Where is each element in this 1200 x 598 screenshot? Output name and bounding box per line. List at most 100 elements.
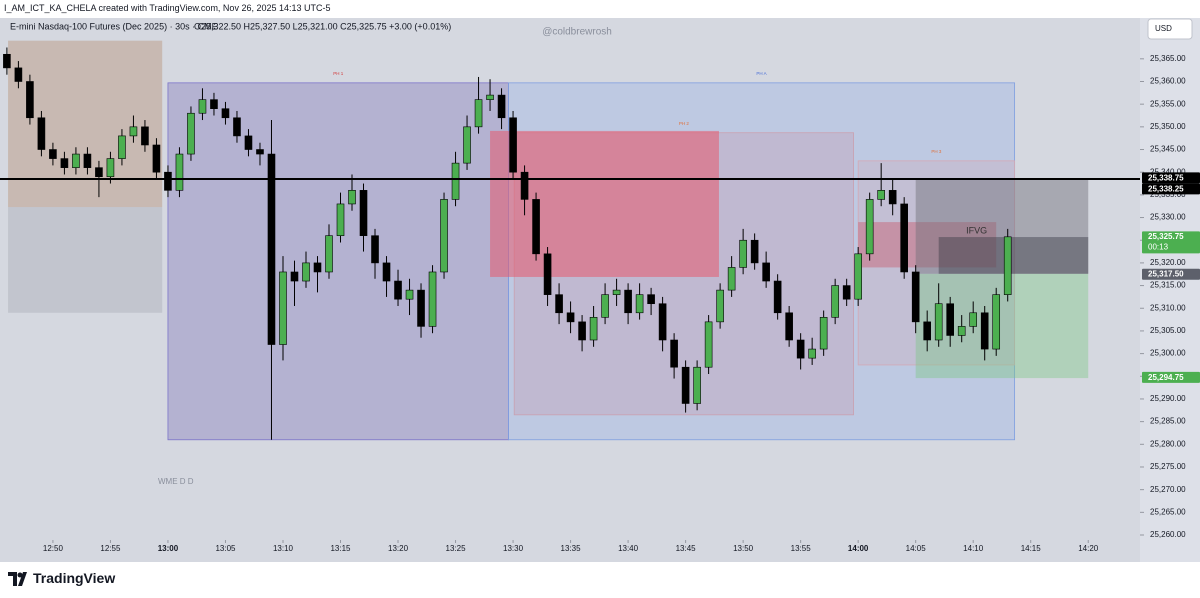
y-tick-label: 25,270.00 [1150,485,1186,494]
x-tick-label: 13:05 [215,544,236,553]
candle-body [785,312,793,341]
candle-body [394,280,402,300]
candle-body [256,149,264,155]
watermark: @coldbrewrosh [542,27,612,38]
price-label: 25,317.50 [1148,270,1184,279]
zone [915,179,1089,274]
candle-body [704,321,713,368]
x-tick-label: 14:15 [1021,544,1042,553]
zone-label: PH 1 [333,71,344,76]
y-tick-label: 25,365.00 [1150,54,1186,63]
zone [490,130,719,277]
candle-body [727,267,736,291]
candle-body [589,317,598,341]
candle-body [95,167,103,178]
candle-body [290,271,299,282]
y-tick-label: 25,315.00 [1150,281,1186,290]
candle-body [854,253,862,300]
price-label-box [1142,231,1200,254]
candle-body [474,99,483,128]
price-axis-background [1140,18,1200,562]
candle-body [198,99,207,114]
overlay: 25,260.00 25,265.00 25,270.00 25,275.00 25,2… [0,54,1200,553]
x-tick-label: 13:25 [446,544,467,553]
candle-body [877,190,885,200]
candle-body [141,126,149,146]
x-tick-label: 13:45 [676,544,697,553]
y-tick-label: 25,360.00 [1150,77,1186,86]
candle-body [72,153,80,168]
candle-body [187,112,195,155]
logo-icon [8,572,27,586]
x-tick-label: 13:35 [561,544,582,553]
candle-body [762,262,770,282]
price-label-box [1142,183,1200,195]
y-tick-label: 25,280.00 [1150,439,1186,448]
candle-body [900,203,908,273]
candle-body [911,271,920,323]
header-bar: I_AM_ICT_KA_CHELA created with TradingVi… [0,0,1200,18]
candle-body [175,153,184,191]
price-label-box [1142,172,1200,184]
candle-body [486,94,494,100]
candle-body [624,289,632,314]
zone [915,273,1089,379]
zone [8,40,163,208]
zone [938,237,1089,274]
candle-body [888,190,897,205]
x-tick-label: 13:50 [733,544,754,553]
zone [167,82,509,441]
x-tick-label: 13:15 [330,544,351,553]
candle-body [601,294,609,318]
x-tick-label: 14:05 [906,544,927,553]
price-label: 25,338.75 [1148,173,1184,182]
candle-body [60,158,69,168]
candle-body [405,289,414,300]
candle-body [279,271,287,345]
currency-box[interactable] [1147,18,1193,40]
x-tick-label: 14:00 [848,544,869,553]
candle-body [980,312,989,350]
candle-body [819,317,828,350]
currency[interactable]: USD [1155,24,1172,33]
candles [3,47,1012,440]
x-tick-label: 14:20 [1078,544,1099,553]
zone [858,222,997,268]
candle-body [773,280,782,314]
y-tick-label: 25,335.00 [1150,190,1186,199]
candle-body [152,144,161,173]
header-text: I_AM_ICT_KA_CHELA created with TradingVi… [4,3,331,13]
candle-body [693,366,701,404]
candle-body [26,81,34,119]
zone [8,207,163,313]
candle-body [3,53,11,69]
zones: PH 1 PH A PH 2 PH 3 IFVG [8,40,1089,441]
price-label: 25,294.75 [1148,373,1184,382]
y-tick-label: 25,275.00 [1150,462,1186,471]
candle-body [497,94,506,119]
y-tick-label: 25,305.00 [1150,326,1186,335]
candle-body [532,199,540,255]
candle-body [164,171,172,191]
footer: TradingView [0,562,1200,598]
candle-body [118,135,126,159]
y-tick-label: 25,300.00 [1150,349,1186,358]
price-label-box [1142,268,1200,280]
candle-body [336,203,345,236]
y-tick-label: 25,310.00 [1150,303,1186,312]
price-label-box [1142,371,1200,383]
zone-label: PH 3 [931,149,942,154]
candle-body [302,262,310,282]
candle-body [578,321,586,341]
candle-body [129,126,138,137]
candle-body [313,262,322,273]
candle-body [635,294,644,314]
candle-body [348,190,356,205]
candle-body [417,289,425,327]
symbol-title: E-mini Nasdaq-100 Futures (Dec 2025) · 3… [10,21,218,31]
candle-body [463,126,471,164]
y-tick-label: 25,320.00 [1150,258,1186,267]
candle-body [750,239,759,264]
y-tick-label: 25,355.00 [1150,99,1186,108]
